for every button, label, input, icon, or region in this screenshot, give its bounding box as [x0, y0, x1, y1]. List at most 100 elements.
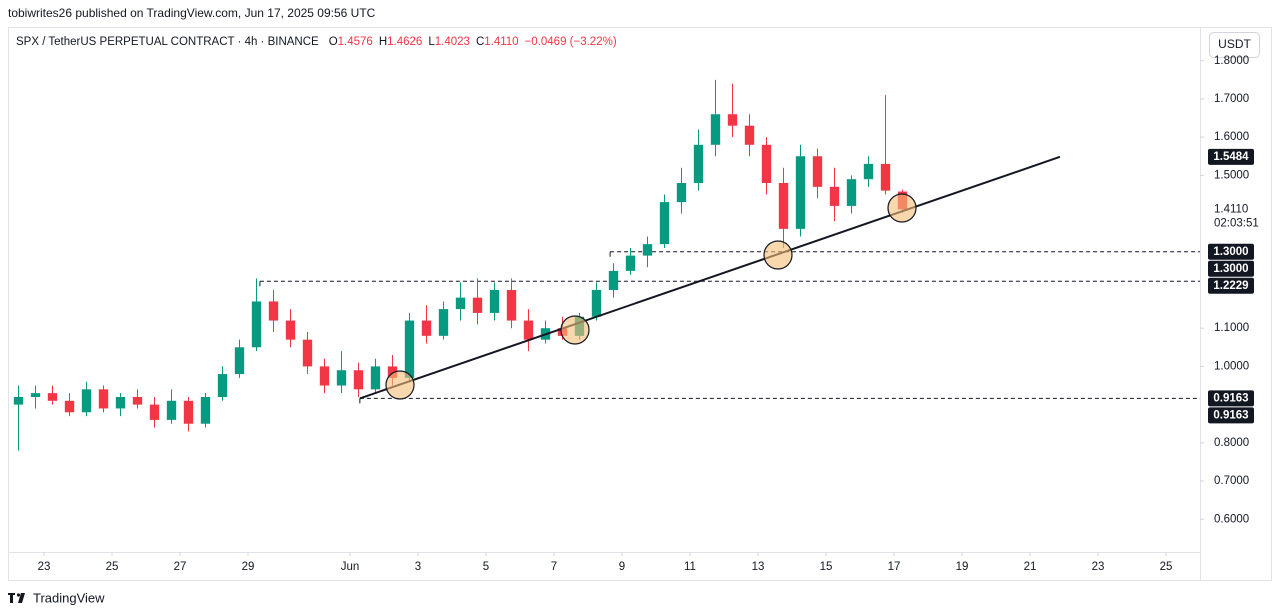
legend-change: −0.0469 (−3.22%) [525, 36, 617, 48]
y-tick-label: 1.5000 [1214, 169, 1249, 181]
footer-logo [8, 593, 25, 603]
candle-body [370, 366, 381, 390]
y-tick-label: 1.6000 [1214, 131, 1249, 143]
x-tick-label: 3 [415, 561, 421, 573]
y-tick-label: 1.0000 [1214, 360, 1249, 372]
price-label-box [1208, 243, 1254, 260]
legend-key: C [476, 36, 484, 48]
candle-body [421, 320, 432, 336]
x-tick-label: 19 [956, 561, 969, 573]
candle-body [217, 374, 228, 397]
candle-body [472, 297, 483, 313]
price-label: 0.9163 [1213, 409, 1248, 421]
candle-body [523, 320, 534, 340]
candle-body [642, 244, 653, 256]
legend-key: H [379, 36, 387, 48]
candle-body [132, 396, 143, 405]
chart-frame [8, 27, 1272, 581]
candle-body [438, 309, 449, 336]
highlight-circles [385, 193, 917, 400]
candle-body [115, 396, 126, 409]
legend-key: L [428, 36, 435, 48]
candle-body [795, 156, 806, 229]
y-tick-label: 1.1000 [1214, 322, 1249, 334]
candle-body [30, 393, 41, 397]
y-tick-label: 1.8000 [1214, 55, 1249, 67]
candle-body [625, 255, 636, 271]
candle-body [285, 320, 296, 340]
price-label-box [1208, 148, 1254, 165]
candle-body [251, 301, 262, 348]
candle-body [880, 163, 891, 191]
candle-body [98, 389, 109, 409]
candle-body [489, 289, 500, 313]
candle-body [744, 125, 755, 145]
candle-body [727, 114, 738, 126]
x-tick-label: 13 [752, 561, 765, 573]
legend-symbol: SPX / TetherUS PERPETUAL CONTRACT · 4h ·… [16, 36, 319, 48]
legend-key: O [329, 36, 338, 48]
candle-body [710, 114, 721, 145]
price-label: 0.9163 [1213, 392, 1248, 404]
price-label: 1.3000 [1213, 263, 1248, 275]
candle-body [302, 339, 313, 367]
candle-body [608, 270, 619, 290]
x-tick-label: 27 [174, 561, 187, 573]
candle-body [200, 396, 211, 424]
candle-body [455, 297, 466, 310]
candle-body [404, 320, 415, 378]
trendline [359, 155, 1061, 400]
candle-body [812, 156, 823, 187]
candle-body [676, 183, 687, 203]
price-label-box [1208, 277, 1254, 294]
x-tick-label: 25 [106, 561, 119, 573]
header: tobiwrites26 published on TradingView.co… [8, 6, 376, 20]
footer: TradingView [33, 590, 105, 605]
candle-body [166, 400, 177, 420]
candle-body [268, 301, 279, 321]
x-tick-label: 17 [888, 561, 901, 573]
price-label-box [1208, 260, 1254, 277]
currency-button[interactable] [1209, 32, 1260, 58]
currency-button-label[interactable]: USDT [1218, 37, 1251, 51]
y-tick-label: 0.8000 [1214, 437, 1249, 449]
candle-body [693, 144, 704, 184]
x-tick-label: 11 [684, 561, 696, 573]
x-tick-label: 25 [1160, 561, 1173, 573]
x-tick-label: 7 [551, 561, 557, 573]
legend: SPX / TetherUS PERPETUAL CONTRACT · 4h ·… [16, 36, 617, 48]
x-tick-label: 23 [38, 561, 51, 573]
candle-body [778, 183, 789, 229]
price-label-box [1208, 390, 1254, 407]
legend-value: 1.4023 [435, 36, 470, 48]
last-price-label: 1.4110 [1214, 203, 1248, 215]
candle-body [336, 370, 347, 386]
legend-value: 1.4576 [338, 36, 373, 48]
candle-body [319, 366, 330, 386]
x-tick-label: 15 [820, 561, 833, 573]
x-tick-label: 5 [483, 561, 489, 573]
candle-body [149, 404, 160, 420]
candle-body [13, 396, 24, 405]
candle-body [387, 366, 398, 378]
legend-value: 1.4110 [484, 36, 518, 48]
y-tick-label: 1.7000 [1214, 93, 1249, 105]
price-label: 1.3000 [1213, 246, 1248, 258]
candle-body [829, 186, 840, 206]
candle-body [659, 202, 670, 245]
y-tick-label: 0.7000 [1214, 475, 1249, 487]
y-tick-label: 0.6000 [1214, 513, 1249, 525]
price-label: 1.5484 [1213, 151, 1249, 163]
candle-body [591, 289, 602, 317]
candle-body [47, 393, 58, 401]
candle-body [64, 400, 75, 413]
candle-body [353, 370, 364, 390]
price-label: 1.2229 [1213, 280, 1248, 292]
candle-body [863, 163, 874, 180]
x-tick-label: 21 [1024, 561, 1037, 573]
x-tick-label: 9 [619, 561, 625, 573]
candle-body [846, 179, 857, 206]
price-label-box [1208, 407, 1254, 424]
countdown-label: 02:03:51 [1214, 217, 1259, 229]
